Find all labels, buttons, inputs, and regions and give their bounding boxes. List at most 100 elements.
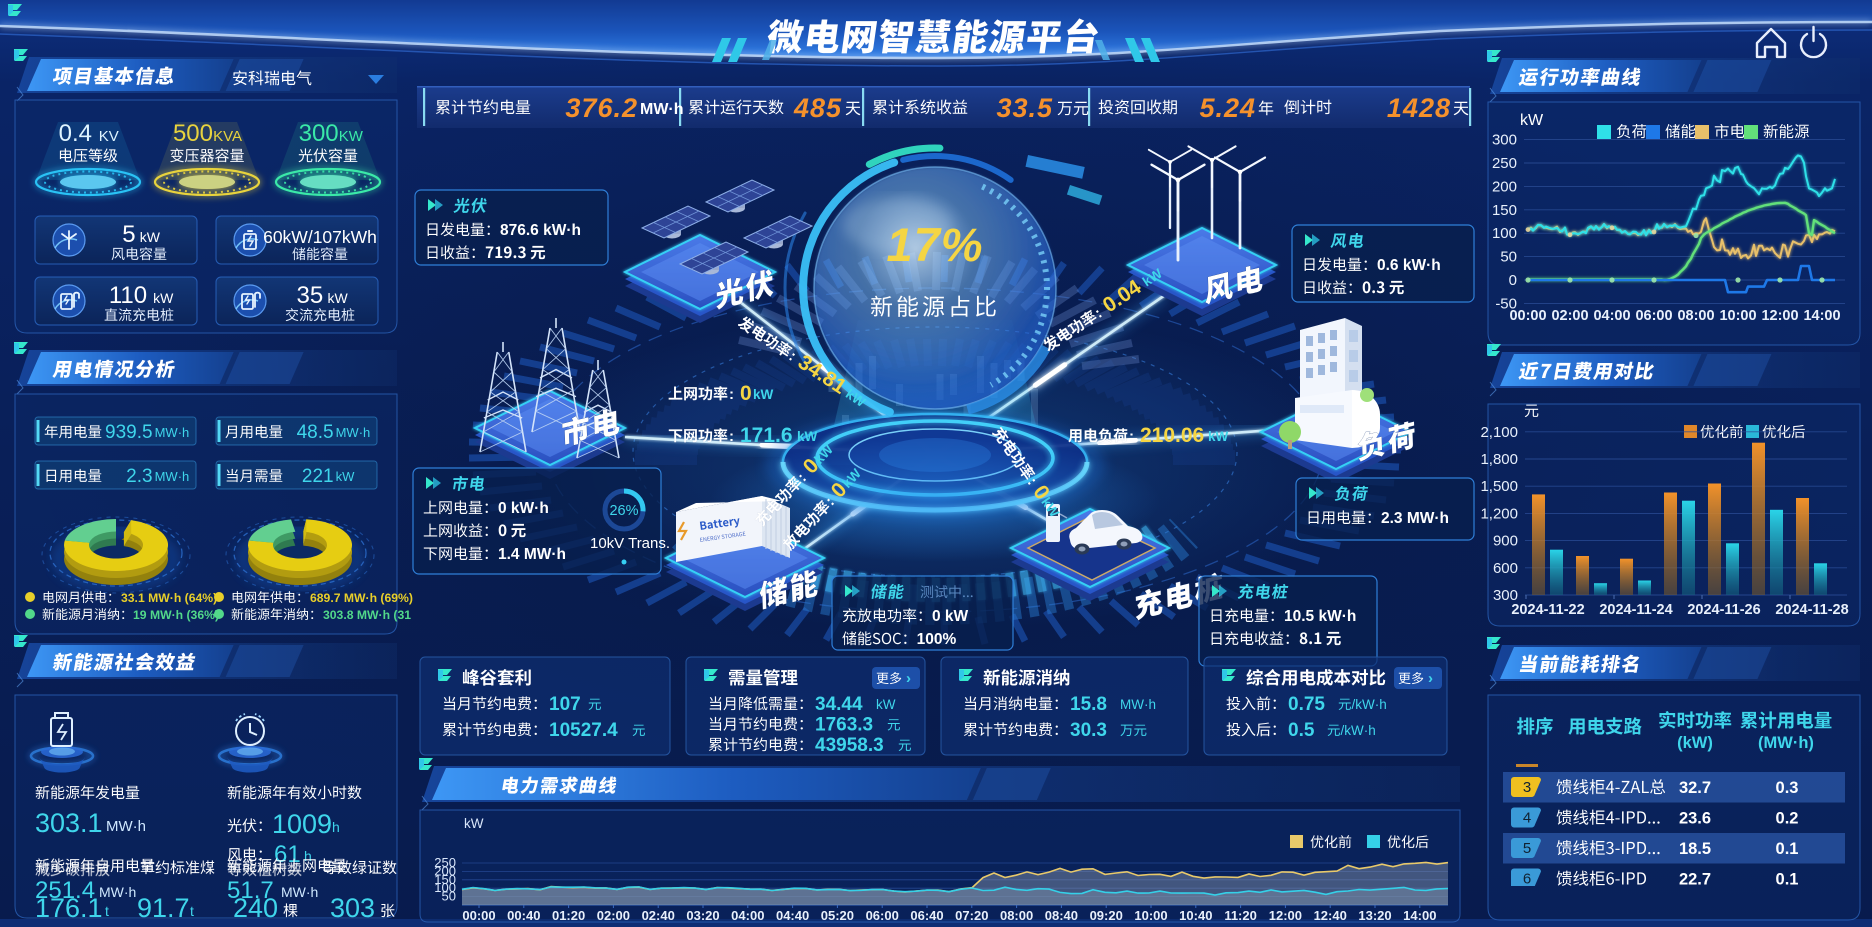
svg-text:h: h [304,848,312,864]
svg-text:10:00: 10:00 [1134,908,1167,923]
svg-text:kW: kW [1520,112,1544,129]
svg-text:04:00: 04:00 [1593,308,1630,324]
svg-text:›: › [906,670,911,687]
svg-text:150: 150 [1492,202,1517,219]
svg-text:200: 200 [434,863,456,878]
svg-text:376.2: 376.2 [565,93,638,123]
svg-text:32.7: 32.7 [1679,779,1711,797]
svg-text:00:00: 00:00 [1509,308,1546,324]
svg-text:MW·h: MW·h [155,425,190,440]
svg-text:100%: 100% [917,631,957,648]
svg-text:1,500: 1,500 [1480,478,1518,495]
svg-text:MW·h: MW·h [106,818,146,835]
svg-text:t: t [105,903,109,919]
svg-text:60kW/107kWh: 60kW/107kWh [263,227,377,247]
svg-text:KW: KW [339,128,364,145]
svg-text:250: 250 [1492,155,1517,172]
svg-text:0.2: 0.2 [1776,810,1799,828]
svg-text:10kV Trans.: 10kV Trans. [590,535,670,552]
svg-text:26%: 26% [609,503,638,519]
svg-text::: : [729,386,734,403]
svg-text:10:40: 10:40 [1179,908,1212,923]
svg-text:1763.3: 1763.3 [815,715,873,736]
svg-text:10527.4: 10527.4 [549,720,618,741]
svg-text:1009: 1009 [272,809,332,839]
svg-text:251.4: 251.4 [35,877,95,904]
svg-text:12:00: 12:00 [1269,908,1302,923]
svg-text:5: 5 [122,221,135,248]
svg-text:1,200: 1,200 [1480,505,1518,522]
svg-text:1428: 1428 [1387,93,1451,123]
svg-text:300: 300 [299,120,339,147]
svg-text:600: 600 [1493,560,1518,577]
svg-text:MW·h: MW·h [1120,697,1156,712]
svg-text:110: 110 [109,282,147,309]
svg-text:0 kW·h: 0 kW·h [498,500,549,517]
svg-text:4: 4 [1523,810,1531,827]
svg-text:300: 300 [1493,587,1518,604]
svg-text:0.75: 0.75 [1288,694,1325,715]
svg-text:02:00: 02:00 [597,908,630,923]
svg-text:kW: kW [140,229,161,245]
svg-text:10.5 kW·h: 10.5 kW·h [1284,608,1356,625]
svg-text:MW·h: MW·h [640,101,684,118]
svg-text:14:00: 14:00 [1803,308,1840,324]
svg-text:0: 0 [1509,272,1517,289]
svg-text:2024-11-26: 2024-11-26 [1687,602,1760,618]
svg-text:500: 500 [173,120,213,147]
svg-text:0.1: 0.1 [1776,871,1799,889]
svg-text:0 kW: 0 kW [932,608,969,625]
svg-text:18.5: 18.5 [1679,840,1711,858]
svg-text:2.3: 2.3 [126,466,152,487]
svg-text:2024-11-24: 2024-11-24 [1599,602,1672,618]
svg-text:33.1 MW·h (64%): 33.1 MW·h (64%) [121,591,217,605]
svg-text:221: 221 [302,466,334,487]
svg-text:03:20: 03:20 [686,908,719,923]
svg-text:kW: kW [336,469,356,484]
svg-text:00:00: 00:00 [462,908,495,923]
svg-text:939.5: 939.5 [105,422,153,443]
svg-text:12:40: 12:40 [1314,908,1347,923]
svg-text:KV: KV [99,128,119,145]
svg-text:240: 240 [233,893,278,923]
svg-text:33.5: 33.5 [996,93,1053,123]
svg-text:01:20: 01:20 [552,908,585,923]
svg-text:900: 900 [1493,533,1518,550]
svg-text:08:00: 08:00 [1000,908,1033,923]
svg-text:06:00: 06:00 [1635,308,1672,324]
svg-text:171.6: 171.6 [740,424,793,447]
svg-text:0.4: 0.4 [59,120,92,147]
svg-text:303.8 MW·h (31: 303.8 MW·h (31 [323,608,411,622]
svg-text:1,800: 1,800 [1480,451,1518,468]
svg-text:303: 303 [330,893,375,923]
svg-text:15.8: 15.8 [1070,694,1107,715]
svg-text:02:00: 02:00 [1551,308,1588,324]
svg-text:303.1: 303.1 [35,808,103,838]
svg-text:-50: -50 [1495,295,1517,312]
svg-text:0: 0 [740,382,752,405]
svg-text:3: 3 [1523,779,1531,796]
svg-text:19 MW·h (36%): 19 MW·h (36%) [133,608,219,622]
svg-text:(kW): (kW) [1677,734,1713,752]
svg-text:100: 100 [1492,225,1517,242]
svg-text:50: 50 [442,889,456,904]
svg-text:kW: kW [797,429,818,444]
svg-text:2.3 MW·h: 2.3 MW·h [1381,510,1449,527]
svg-text:kW: kW [1208,429,1229,444]
svg-text:08:40: 08:40 [1045,908,1078,923]
svg-text:250: 250 [434,855,456,870]
svg-text:100: 100 [434,880,456,895]
svg-text:689.7 MW·h (69%): 689.7 MW·h (69%) [310,591,413,605]
svg-text:50: 50 [1500,249,1517,266]
svg-text:t: t [190,903,194,919]
svg-text:30.3: 30.3 [1070,720,1107,741]
svg-text:h: h [332,819,340,835]
svg-text:MW·h: MW·h [99,884,136,900]
svg-text:2024-11-28: 2024-11-28 [1775,602,1848,618]
svg-text:876.6 kW·h: 876.6 kW·h [500,222,581,239]
svg-text:2,100: 2,100 [1480,424,1518,441]
svg-text:1.4 MW·h: 1.4 MW·h [498,546,566,563]
svg-text:04:40: 04:40 [776,908,809,923]
svg-text:34.44: 34.44 [815,694,863,715]
svg-text::: : [729,428,734,445]
